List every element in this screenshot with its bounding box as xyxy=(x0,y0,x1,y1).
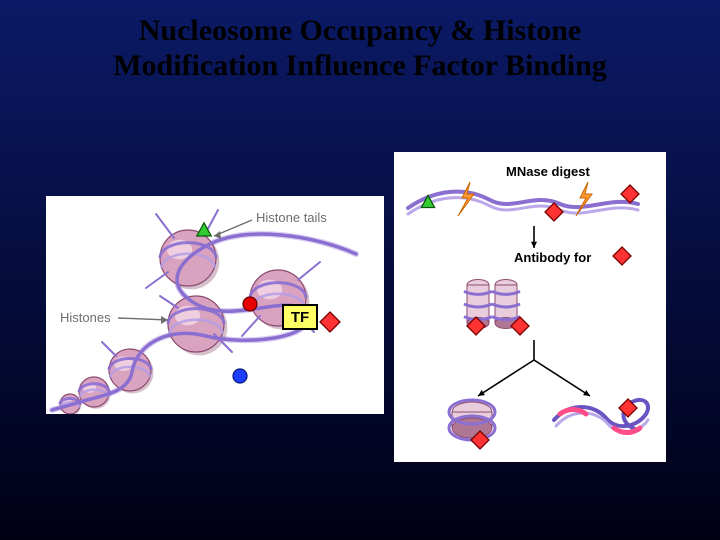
tf-label: TF xyxy=(291,309,309,326)
left-panel: Histone tails Histones TF xyxy=(46,196,384,414)
title-line-2: Modification Influence Factor Binding xyxy=(113,49,607,82)
title-line-1: Nucleosome Occupancy & Histone xyxy=(139,14,581,47)
histone-tails-label: Histone tails xyxy=(256,210,327,225)
chromatin-diagram xyxy=(46,196,384,414)
page-title: Nucleosome Occupancy & Histone Modificat… xyxy=(0,14,720,83)
mnase-label: MNase digest xyxy=(506,164,590,179)
right-panel: MNase digest Antibody for xyxy=(394,152,666,462)
assay-diagram xyxy=(394,152,666,462)
histones-label: Histones xyxy=(60,310,111,325)
antibody-label: Antibody for xyxy=(514,250,591,265)
tf-box: TF xyxy=(282,304,318,330)
slide: Nucleosome Occupancy & Histone Modificat… xyxy=(0,0,720,540)
